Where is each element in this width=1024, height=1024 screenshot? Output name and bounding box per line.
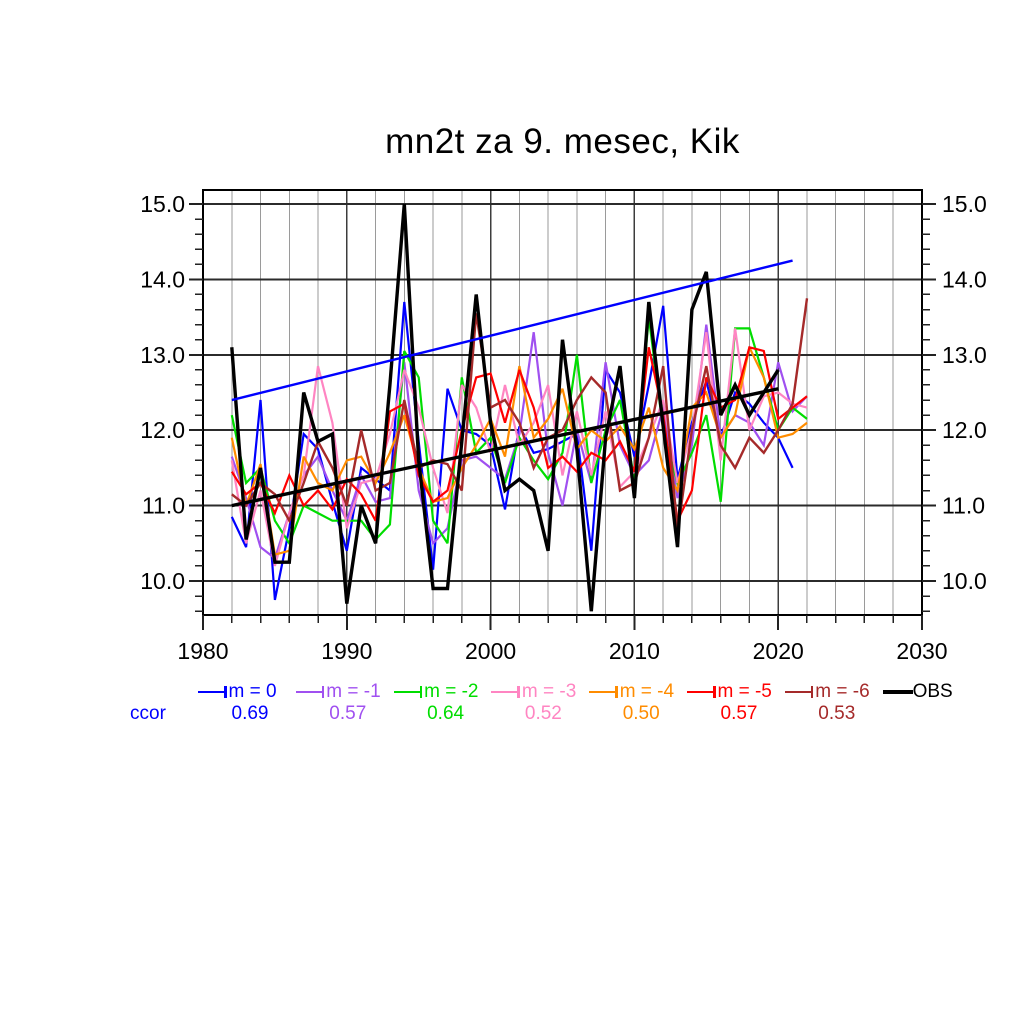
series-line-m-4 <box>230 346 808 556</box>
plot-border <box>202 189 923 616</box>
y-axis-label-right: 11.0 <box>942 493 985 519</box>
trend-line-m0trend <box>231 259 793 402</box>
series-line-obs <box>230 203 780 612</box>
x-axis-label: 2030 <box>896 638 947 664</box>
y-axis-label-right: 10.0 <box>942 568 987 594</box>
y-axis-label-left: 15.0 <box>140 191 185 217</box>
y-axis-label-left: 10.0 <box>140 568 185 594</box>
y-axis-label-right: 13.0 <box>942 342 987 368</box>
series-line-m-1 <box>230 324 808 561</box>
x-axis-label: 1980 <box>177 638 228 664</box>
x-axis-label: 2020 <box>753 638 804 664</box>
chart-title: mn2t za 9. mesec, Kik <box>385 122 740 161</box>
trend-line-obstrend <box>231 387 779 508</box>
y-axis-label-right: 15.0 <box>942 191 987 217</box>
series-line-m-2 <box>230 316 808 546</box>
x-axis-label: 1990 <box>321 638 372 664</box>
y-axis-label-left: 11.0 <box>142 493 185 519</box>
y-axis-label-right: 12.0 <box>942 417 987 443</box>
y-axis-label-right: 14.0 <box>942 266 987 292</box>
x-axis-label: 2010 <box>609 638 660 664</box>
y-axis-label-left: 14.0 <box>140 266 185 292</box>
x-axis-label: 2000 <box>465 638 516 664</box>
series-line-m-6 <box>231 298 809 533</box>
y-axis-label-left: 13.0 <box>140 342 185 368</box>
y-axis-label-left: 12.0 <box>140 417 185 443</box>
